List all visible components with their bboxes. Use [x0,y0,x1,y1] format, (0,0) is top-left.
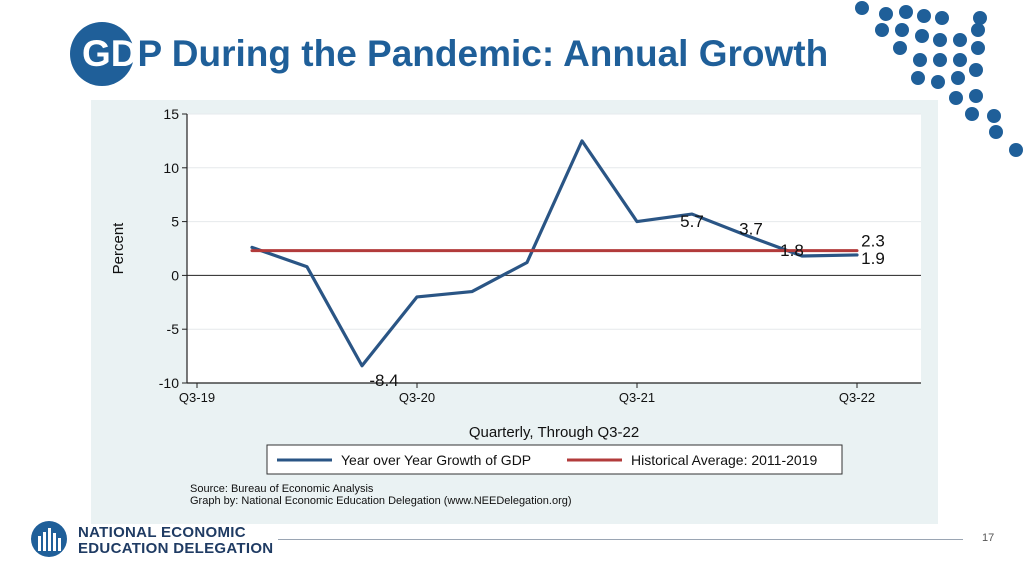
dot-14 [933,53,947,67]
y-axis-title: Percent [110,222,127,275]
x-tick-label: Q3-22 [839,390,875,405]
y-tick-label: 15 [163,106,179,122]
source-line-2: Graph by: National Economic Education De… [190,495,572,507]
x-tick-label: Q3-21 [619,390,655,405]
dot-13 [913,53,927,67]
dot-4 [935,11,949,25]
need-logo [31,521,67,557]
dot-2 [899,5,913,19]
dot-9 [933,33,947,47]
dot-20 [969,63,983,77]
dot-26 [1009,143,1023,157]
title-rest: P During the Pandemic: Annual Growth [137,33,829,74]
decorative-dots [855,1,1023,157]
page-number: 17 [982,532,995,544]
legend-box [266,444,843,475]
chart-panel: 15 10 5 0 -5 -10 Q3-19 Q3-20 Q3-21 Q3-22 Percent Qu… [91,100,938,524]
dot-8 [915,29,929,43]
data-label: -8.4 [369,371,398,390]
dot-21 [949,91,963,105]
dot-1 [879,7,893,21]
x-axis-title: Quarterly, Through Q3-22 [469,424,639,441]
dot-0 [855,1,869,15]
series-line-0 [250,139,859,368]
source-line-1: Source: Bureau of Economic Analysis [190,483,374,495]
y-tick-label: -5 [167,321,180,337]
dot-12 [893,41,907,55]
y-tick-label: -10 [159,375,179,391]
x-tick-label: Q3-20 [399,390,435,405]
dot-11 [971,23,985,37]
dot-16 [971,41,985,55]
legend-label-0: Year over Year Growth of GDP [341,452,531,468]
y-tick-label: 0 [171,267,179,283]
dot-7 [895,23,909,37]
dot-17 [911,71,925,85]
dot-25 [989,125,1003,139]
y-tick-label: 5 [171,214,179,230]
dot-15 [953,53,967,67]
data-label: 5.7 [680,212,704,231]
org-name-line2: EDUCATION DELEGATION [78,540,274,557]
dot-19 [951,71,965,85]
dot-10 [953,33,967,47]
dot-22 [969,89,983,103]
dot-23 [965,107,979,121]
dot-5 [973,11,987,25]
org-name-line1: NATIONAL ECONOMIC [78,524,246,541]
title-accent-circle [70,22,134,86]
data-label: 1.9 [861,249,885,268]
dot-18 [931,75,945,89]
x-tick-label: Q3-19 [179,390,215,405]
plot-area [187,114,921,383]
footer-divider [278,539,963,540]
data-label: 2.3 [861,232,885,251]
data-label: 1.8 [780,241,804,260]
dot-24 [987,109,1001,123]
slide-title: GDP During the Pandemic: Annual Growth [82,30,828,78]
logo-globe-icon [31,521,67,557]
title-prefix: GD [82,33,138,74]
dot-3 [917,9,931,23]
legend-label-1: Historical Average: 2011-2019 [631,452,817,468]
dot-6 [875,23,889,37]
y-tick-label: 10 [163,160,179,176]
data-label: 3.7 [739,220,763,239]
